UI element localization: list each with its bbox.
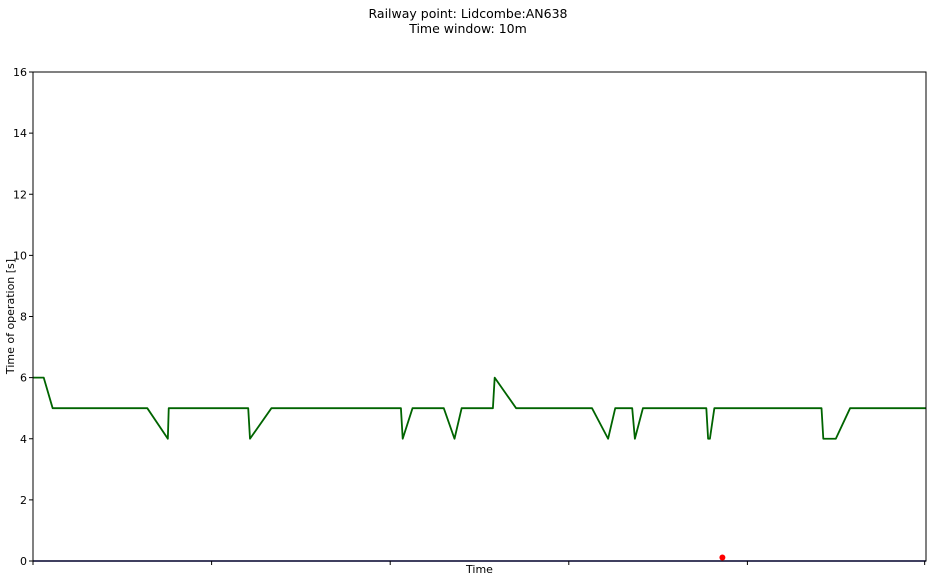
marker-layer <box>719 554 726 561</box>
chart-title: Railway point: Lidcombe:AN638 <box>368 6 568 21</box>
y-tick-label: 8 <box>20 311 27 324</box>
y-tick-label: 12 <box>13 188 27 201</box>
y-axis-label: Time of operation [s] <box>4 259 17 375</box>
y-axis-ticks: 0 2 4 6 8 10 12 14 16 <box>13 66 33 568</box>
y-tick-label: 0 <box>20 555 27 568</box>
data-point-marker <box>719 554 726 561</box>
series-line-0 <box>33 376 926 440</box>
x-axis-label: Time <box>465 563 493 576</box>
y-tick-label: 2 <box>20 494 27 507</box>
y-tick-label: 4 <box>20 433 27 446</box>
x-axis-ticks <box>32 561 926 565</box>
y-tick-label: 10 <box>13 249 27 262</box>
series-layer <box>33 376 926 562</box>
y-tick-label: 14 <box>13 127 27 140</box>
axes-frame <box>32 71 927 562</box>
y-tick-label: 6 <box>20 372 27 385</box>
chart-subtitle: Time window: 10m <box>409 21 527 36</box>
y-tick-label: 16 <box>13 66 27 79</box>
